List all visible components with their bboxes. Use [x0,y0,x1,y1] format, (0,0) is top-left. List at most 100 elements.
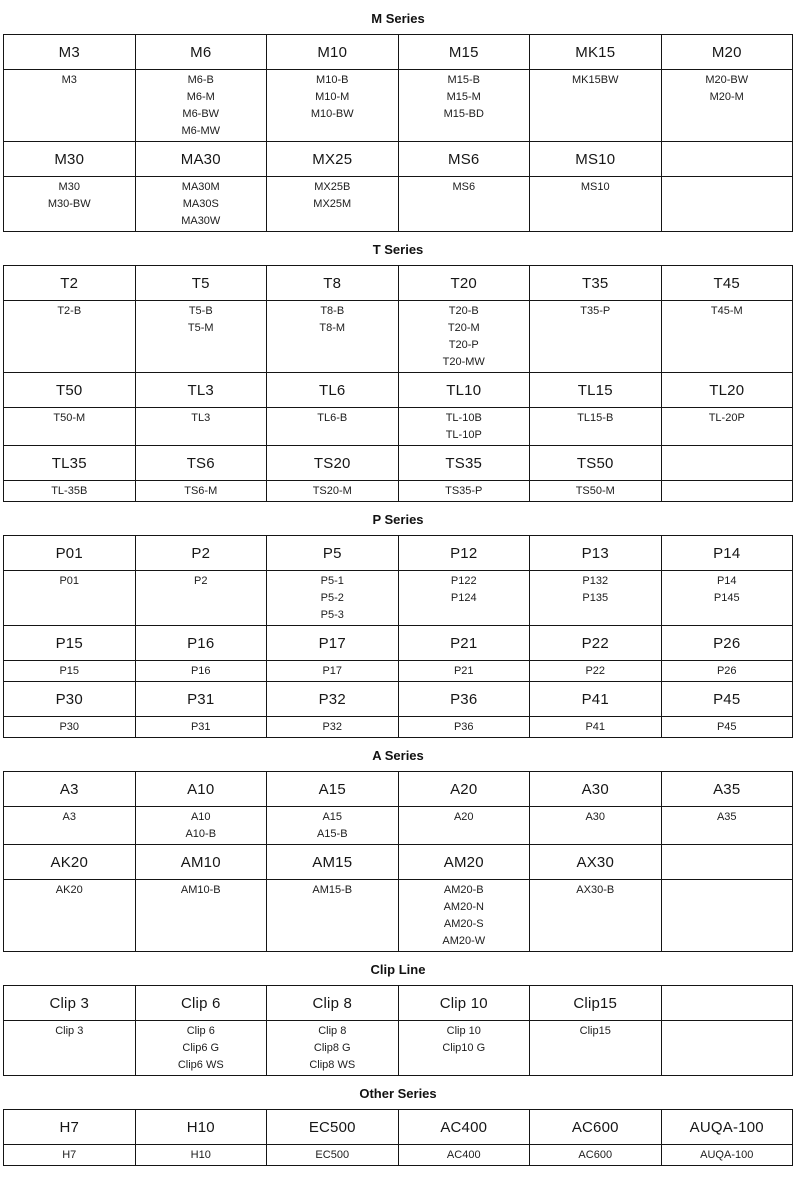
model-variant-label: TL-35B [51,485,88,497]
model-header-cell: AC400 [397,1109,530,1145]
model-detail-cell: P45 [660,716,793,738]
model-header-cell [660,141,793,177]
model-header-cell: A35 [660,771,793,807]
model-variant-label: T5-B [188,305,213,317]
model-variant-label: M10-BW [310,108,354,120]
series-catalog-document: M Series M3 M6 M10 M15 MK15 M20 M3 M6-B M6-M M6-BW… [3,10,793,1166]
model-header-cell: T50 [3,372,136,408]
model-variant-label: P21 [453,665,474,677]
model-header-cell: P22 [529,625,662,661]
model-header-cell: P26 [660,625,793,661]
model-variant-label: T20-M [447,322,480,334]
model-detail-cell: P132 P135 [529,570,662,626]
model-variant-label: P145 [713,592,740,604]
model-header-cell: P45 [660,681,793,717]
model-detail-cell: T5-B T5-M [134,300,267,373]
model-variant-label: M30-BW [47,198,91,210]
model-detail-cell: MA30M MA30S MA30W [134,176,267,232]
model-detail-cell: A30 [529,806,662,845]
model-variant-label: MX25B [314,181,351,193]
model-detail-cell: AX30-B [529,879,662,952]
model-variant-label: M3 [61,74,77,86]
model-header-cell: P41 [529,681,662,717]
model-header-cell: AUQA-100 [660,1109,793,1145]
model-header-cell: P12 [397,535,530,571]
model-detail-row: TL-35B TS6-M TS20-M TS35-P TS50-M [3,480,793,502]
model-header-row: T2 T5 T8 T20 T35 T45 [3,265,793,301]
model-header-cell: T2 [3,265,136,301]
model-header-cell: MX25 [266,141,399,177]
model-detail-cell: P26 [660,660,793,682]
model-variant-label: P135 [582,592,609,604]
model-variant-label: P22 [585,665,606,677]
model-detail-cell: M3 [3,69,136,142]
model-header-cell: A30 [529,771,662,807]
model-variant-label: Clip 8 [318,1025,347,1037]
model-variant-label: P17 [322,665,343,677]
model-variant-label: M10-M [315,91,350,103]
model-variant-label: H7 [62,1149,77,1161]
model-variant-label: Clip6 WS [177,1059,224,1071]
model-variant-label: AM20-B [443,884,484,896]
model-variant-label: Clip15 [579,1025,611,1037]
model-detail-cell: Clip 6 Clip6 G Clip6 WS [134,1020,267,1076]
model-detail-cell: AUQA-100 [660,1144,793,1166]
model-detail-cell: P5-1 P5-2 P5-3 [266,570,399,626]
model-header-cell: MA30 [134,141,267,177]
model-detail-cell: AC600 [529,1144,662,1166]
model-header-cell: P21 [397,625,530,661]
model-header-row: AK20 AM10 AM15 AM20 AX30 [3,844,793,880]
model-detail-cell: M30 M30-BW [3,176,136,232]
model-variant-label: P124 [450,592,477,604]
series-table-a-series: A3 A10 A15 A20 A30 A35 A3 A10 A10-B A15 A15-B A20 A3… [3,771,793,952]
model-variant-label: M10-B [316,74,349,86]
model-header-cell: P13 [529,535,662,571]
model-variant-label: TL-10B [445,412,482,424]
section-title-other-series: Other Series [359,1086,437,1101]
model-detail-cell: A15 A15-B [266,806,399,845]
model-detail-cell: TS50-M [529,480,662,502]
model-variant-label: TS35-P [445,485,483,497]
model-variant-label: P15 [59,665,80,677]
model-variant-label: T20-P [448,339,479,351]
model-header-cell: P17 [266,625,399,661]
model-header-cell: TL10 [397,372,530,408]
model-variant-label: M6-B [187,74,214,86]
model-detail-row: AK20 AM10-B AM15-B AM20-B AM20-N AM20-S AM20-W… [3,879,793,952]
section-title-m-series: M Series [371,11,425,26]
series-table-t-series: T2 T5 T8 T20 T35 T45 T2-B T5-B T5-M T8-B T8-M T20-B… [3,265,793,502]
model-header-cell: M30 [3,141,136,177]
section-title-p-series: P Series [372,512,424,527]
model-variant-label: Clip 3 [55,1025,84,1037]
model-header-cell: A20 [397,771,530,807]
model-detail-cell: AK20 [3,879,136,952]
model-variant-label: P132 [582,575,609,587]
model-header-row: H7 H10 EC500 AC400 AC600 AUQA-100 [3,1109,793,1145]
model-detail-cell: P15 [3,660,136,682]
model-header-cell: TS6 [134,445,267,481]
model-header-row: T50 TL3 TL6 TL10 TL15 TL20 [3,372,793,408]
model-header-cell: EC500 [266,1109,399,1145]
model-variant-label: MK15BW [572,74,619,86]
model-variant-label: TS50-M [575,485,615,497]
model-variant-label: MS10 [580,181,610,193]
model-detail-cell: P22 [529,660,662,682]
model-variant-label: A10-B [185,828,217,840]
model-header-cell: M3 [3,34,136,70]
model-detail-cell: AM20-B AM20-N AM20-S AM20-W [397,879,530,952]
model-header-cell: P15 [3,625,136,661]
model-detail-cell: Clip 3 [3,1020,136,1076]
model-header-cell: P16 [134,625,267,661]
model-header-cell: AM20 [397,844,530,880]
model-variant-label: M15-M [446,91,481,103]
model-header-row: A3 A10 A15 A20 A30 A35 [3,771,793,807]
model-detail-cell [660,480,793,502]
model-variant-label: AC400 [446,1149,481,1161]
model-variant-label: A10 [190,811,211,823]
model-detail-cell: M6-B M6-M M6-BW M6-MW [134,69,267,142]
model-variant-label: MX25M [313,198,352,210]
model-detail-cell: Clip 8 Clip8 G Clip8 WS [266,1020,399,1076]
model-variant-label: TS20-M [312,485,352,497]
model-variant-label: T5-M [187,322,214,334]
model-variant-label: TS6-M [184,485,218,497]
